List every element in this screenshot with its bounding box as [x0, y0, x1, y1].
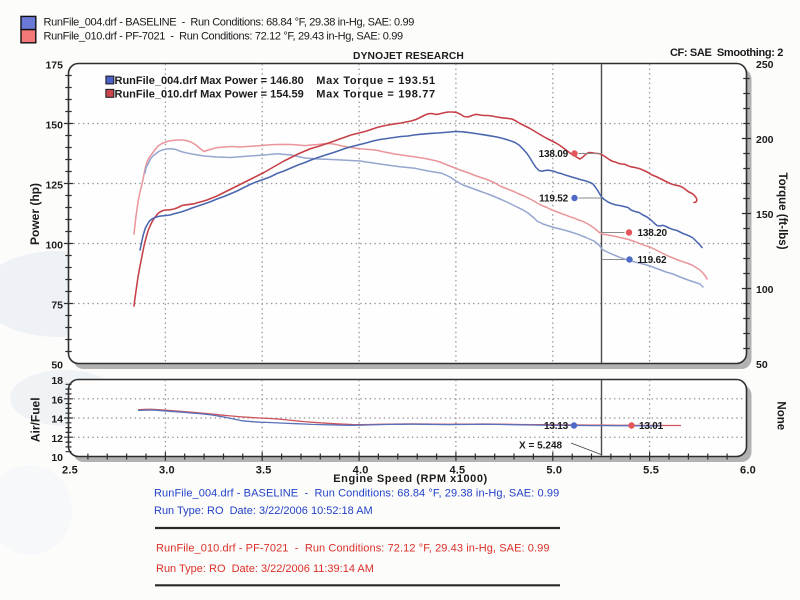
svg-text:RunFile_010.drf - PF-7021 -: RunFile_010.drf - PF-7021 - Run Conditio… — [156, 543, 550, 555]
svg-text:150: 150 — [756, 209, 774, 221]
svg-text:18: 18 — [51, 375, 63, 387]
svg-text:Max Torque = 193.51: Max Torque = 193.51 — [316, 75, 435, 87]
svg-text:Engine Speed (RPM x1000): Engine Speed (RPM x1000) — [333, 473, 487, 485]
svg-text:175: 175 — [45, 59, 63, 71]
svg-text:100: 100 — [756, 284, 774, 296]
svg-text:16: 16 — [51, 394, 63, 406]
svg-text:3.5: 3.5 — [256, 464, 272, 476]
svg-text:Run Type: RO Date: 3/22/2006: Run Type: RO Date: 3/22/2006 11:39:14 AM — [156, 563, 374, 575]
svg-text:50: 50 — [51, 359, 63, 371]
svg-text:119.52: 119.52 — [539, 194, 568, 205]
svg-text:119.62: 119.62 — [638, 255, 667, 266]
svg-text:125: 125 — [45, 179, 63, 191]
svg-text:3.0: 3.0 — [159, 464, 175, 476]
svg-text:100: 100 — [45, 239, 63, 251]
svg-text:14: 14 — [51, 414, 63, 426]
svg-text:4.0: 4.0 — [353, 464, 369, 476]
svg-text:Air/Fuel: Air/Fuel — [28, 397, 42, 442]
svg-text:4.5: 4.5 — [449, 464, 465, 476]
svg-text:DYNOJET RESEARCH: DYNOJET RESEARCH — [353, 51, 464, 62]
svg-text:138.09: 138.09 — [539, 149, 569, 160]
svg-text:RunFile_004.drf Max Power = 14: RunFile_004.drf Max Power = 146.80 — [115, 75, 304, 87]
svg-text:RunFile_010.drf - PF-7021 -: RunFile_010.drf - PF-7021 - Run Conditio… — [44, 30, 403, 42]
svg-text:RunFile_004.drf - BASELINE -: RunFile_004.drf - BASELINE - Run Conditi… — [44, 16, 415, 28]
svg-text:Max Torque = 198.77: Max Torque = 198.77 — [316, 88, 435, 100]
svg-text:75: 75 — [51, 299, 63, 311]
svg-text:RunFile_010.drf Max Power = 15: RunFile_010.drf Max Power = 154.59 — [115, 88, 304, 100]
svg-text:CF: SAE Smoothing: 2: CF: SAE Smoothing: 2 — [670, 47, 783, 59]
svg-text:RunFile_004.drf - BASELINE -: RunFile_004.drf - BASELINE - Run Conditi… — [154, 488, 559, 500]
svg-text:13.13: 13.13 — [544, 421, 569, 432]
svg-text:Power (hp): Power (hp) — [28, 183, 42, 245]
svg-text:138.20: 138.20 — [638, 228, 668, 239]
svg-text:Run Type: RO Date: 3/22/2006: Run Type: RO Date: 3/22/2006 10:52:18 AM — [154, 505, 373, 517]
svg-text:2.5: 2.5 — [62, 464, 78, 476]
svg-text:50: 50 — [756, 359, 768, 371]
svg-text:5.5: 5.5 — [643, 464, 659, 476]
svg-text:150: 150 — [45, 119, 63, 131]
svg-text:200: 200 — [756, 134, 774, 146]
svg-text:250: 250 — [756, 59, 774, 71]
svg-text:6.0: 6.0 — [740, 464, 756, 476]
svg-text:10: 10 — [51, 452, 63, 464]
svg-text:12: 12 — [51, 433, 63, 445]
svg-text:Torque (ft-lbs): Torque (ft-lbs) — [776, 172, 788, 249]
svg-text:13.01: 13.01 — [639, 421, 664, 432]
svg-text:X = 5.248: X = 5.248 — [519, 441, 563, 452]
svg-text:5.0: 5.0 — [546, 464, 562, 476]
svg-text:None: None — [775, 401, 787, 430]
